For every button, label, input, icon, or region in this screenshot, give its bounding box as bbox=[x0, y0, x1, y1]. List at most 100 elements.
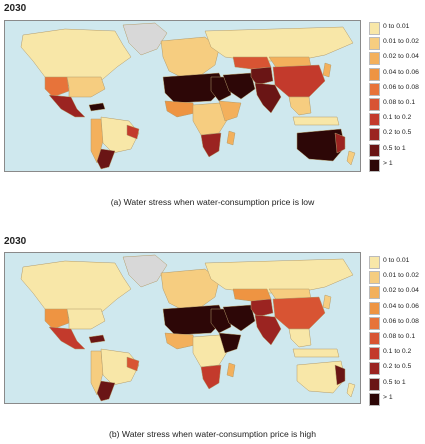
panel-a-legend-label: 0.08 to 0.1 bbox=[383, 98, 416, 106]
panel-a-region-australia bbox=[296, 128, 346, 162]
panel-b-region-china bbox=[272, 296, 326, 330]
panel-b-region-iran bbox=[250, 298, 274, 318]
panel-b-legend-swatch bbox=[369, 271, 380, 285]
world-map-a bbox=[20, 22, 356, 170]
panel-a-legend-item: 0.5 to 1 bbox=[369, 143, 421, 158]
panel-b-legend-item: 0 to 0.01 bbox=[369, 255, 421, 270]
panel-b-legend-swatch bbox=[369, 286, 380, 300]
panel-b-legend-swatch bbox=[369, 362, 380, 376]
panel-a-legend-swatch bbox=[369, 128, 380, 142]
panel-b-region-s-africa bbox=[200, 364, 222, 390]
panel-b-region-madagascar bbox=[226, 362, 236, 378]
panel-b-region-indonesia bbox=[292, 348, 340, 358]
panel-a-region-s-africa bbox=[200, 132, 222, 158]
panel-b-region-w-africa bbox=[164, 332, 196, 350]
panel-b-region-se-asia bbox=[288, 328, 312, 348]
panel-a-region-japan bbox=[322, 62, 332, 78]
panel-a-legend-swatch bbox=[369, 143, 380, 157]
panel-b-region-greenland bbox=[122, 254, 168, 288]
panel-a-region-nz bbox=[346, 150, 356, 166]
panel-a-region-indonesia bbox=[292, 116, 340, 126]
panel-a-region-madagascar bbox=[226, 130, 236, 146]
panel-b-region-australia bbox=[296, 360, 346, 394]
panel-a-region-mexico bbox=[48, 94, 86, 118]
panel-b-legend-swatch bbox=[369, 316, 380, 330]
panel-a-region-greenland bbox=[122, 22, 168, 56]
panel-b-legend-item: 0.1 to 0.2 bbox=[369, 346, 421, 361]
panel-b-legend-label: 0.06 to 0.08 bbox=[383, 317, 419, 325]
panel-b-legend-item: 0.06 to 0.08 bbox=[369, 316, 421, 331]
panel-a-legend-label: 0.1 to 0.2 bbox=[383, 114, 412, 122]
panel-a-legend-label: 0 to 0.01 bbox=[383, 23, 410, 30]
panel-b-legend-label: 0.01 to 0.02 bbox=[383, 272, 419, 280]
panel-a-region-usw bbox=[44, 76, 70, 98]
panel-a-legend-swatch bbox=[369, 52, 380, 66]
panel-a-legend-label: 0.02 to 0.04 bbox=[383, 53, 419, 61]
panel-b-legend-label: > 1 bbox=[383, 393, 393, 401]
panel-a-legend-item: 0.04 to 0.06 bbox=[369, 67, 421, 82]
panel-b-legend-item: > 1 bbox=[369, 392, 421, 407]
panel-a-region-e-africa bbox=[218, 100, 242, 122]
panel-b-legend-swatch bbox=[369, 301, 380, 315]
panel-a-region-china bbox=[272, 64, 326, 98]
panel-b-legend-label: 0.08 to 0.1 bbox=[383, 332, 416, 340]
panel-b-region-sahara bbox=[162, 304, 226, 336]
panel-b-legend-label: 0 to 0.01 bbox=[383, 257, 410, 264]
panel-a-legend-swatch bbox=[369, 113, 380, 127]
panel-a-legend-item: 0.2 to 0.5 bbox=[369, 127, 421, 142]
panel-a-region-russia bbox=[204, 26, 354, 62]
panel-b-region-use bbox=[66, 308, 106, 330]
panel-b-legend-item: 0.08 to 0.1 bbox=[369, 331, 421, 346]
panel-a-legend-item: > 1 bbox=[369, 158, 421, 173]
panel-a-legend-swatch bbox=[369, 158, 380, 172]
panel-a-region-na bbox=[20, 28, 132, 86]
panel-b-region-na bbox=[20, 260, 132, 318]
panel-b-legend-item: 0.2 to 0.5 bbox=[369, 361, 421, 376]
panel-b-legend-label: 0.02 to 0.04 bbox=[383, 287, 419, 295]
panel-a-caption: (a) Water stress when water-consumption … bbox=[110, 197, 315, 207]
panel-b-region-russia bbox=[204, 258, 354, 294]
panel-b-region-ne-brazil bbox=[126, 356, 140, 372]
panel-b-legend-swatch bbox=[369, 377, 380, 391]
panel-a-year: 2030 bbox=[4, 3, 27, 14]
panel-b-legend-item: 0.02 to 0.04 bbox=[369, 285, 421, 300]
panel-a-region-c-asia bbox=[232, 56, 272, 70]
panel-b-region-aus-east bbox=[334, 364, 346, 386]
panel-a-legend-label: 0.06 to 0.08 bbox=[383, 83, 419, 91]
panel-a-region-sahara bbox=[162, 72, 226, 104]
panel-a-region-se-asia bbox=[288, 96, 312, 116]
panel-a-region-iran bbox=[250, 66, 274, 86]
panel-b-region-mideast bbox=[222, 304, 256, 332]
panel-b-region-c-asia bbox=[232, 288, 272, 302]
panel-a-region-aus-east bbox=[334, 132, 346, 154]
panel-b-region-e-africa bbox=[218, 332, 242, 354]
panel-a-legend-label: 0.2 to 0.5 bbox=[383, 129, 412, 137]
panel-b-region-nz bbox=[346, 382, 356, 398]
panel-a-legend: 0 to 0.01 0.01 to 0.02 0.02 to 0.04 0.04 to… bbox=[369, 21, 421, 173]
panel-a-region-ne-brazil bbox=[126, 124, 140, 140]
panel-a-legend-label: 0.5 to 1 bbox=[383, 144, 406, 152]
panel-a-legend-item: 0.08 to 0.1 bbox=[369, 97, 421, 112]
panel-a-legend-label: > 1 bbox=[383, 159, 393, 167]
panel-b-legend-label: 0.1 to 0.2 bbox=[383, 348, 412, 356]
panel-a-region-argentina bbox=[96, 148, 116, 170]
panel-a-region-use bbox=[66, 76, 106, 98]
panel-b-legend-label: 0.5 to 1 bbox=[383, 378, 406, 386]
panel-a-legend-item: 0.06 to 0.08 bbox=[369, 82, 421, 97]
panel-b-region-usw bbox=[44, 308, 70, 330]
panel-b-region-japan bbox=[322, 294, 332, 310]
panel-a-legend-label: 0.04 to 0.06 bbox=[383, 68, 419, 76]
panel-a-legend-label: 0.01 to 0.02 bbox=[383, 38, 419, 46]
panel-b-legend-swatch bbox=[369, 392, 380, 406]
panel-a-legend-swatch bbox=[369, 37, 380, 51]
panel-b-region-mexico bbox=[48, 326, 86, 350]
panel-b-legend: 0 to 0.01 0.01 to 0.02 0.02 to 0.04 0.04 to… bbox=[369, 255, 421, 407]
panel-a-region-caribbean bbox=[88, 102, 106, 112]
panel-b-region-argentina bbox=[96, 380, 116, 402]
panel-b-year: 2030 bbox=[4, 236, 27, 247]
world-map-b bbox=[20, 254, 356, 402]
panel-b-legend-label: 0.2 to 0.5 bbox=[383, 363, 412, 371]
panel-b-legend-item: 0.01 to 0.02 bbox=[369, 270, 421, 285]
panel-a-legend-item: 0 to 0.01 bbox=[369, 21, 421, 36]
panel-a-legend-swatch bbox=[369, 97, 380, 111]
